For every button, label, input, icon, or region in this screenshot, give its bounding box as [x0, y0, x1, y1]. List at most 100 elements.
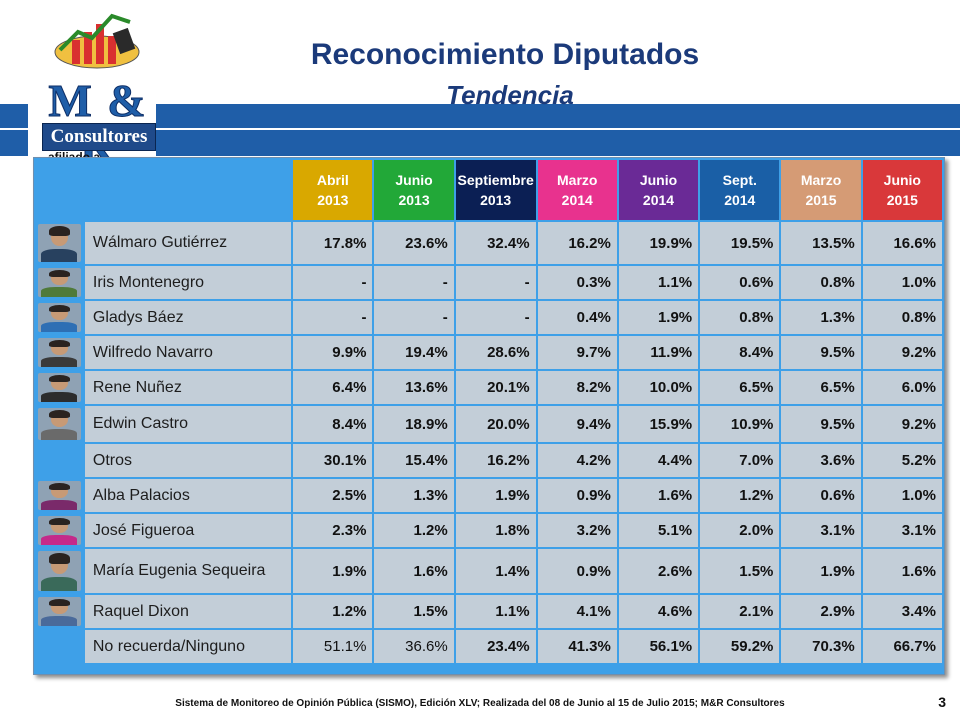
- value-cell: 16.2%: [455, 444, 536, 477]
- value-cell: 3.4%: [862, 595, 942, 628]
- column-header-year: 2015: [805, 192, 837, 208]
- column-header-month: Junio: [395, 172, 433, 188]
- column-header: Marzo 2014: [537, 160, 617, 220]
- value-cell: 4.4%: [618, 444, 699, 477]
- value-cell: 6.0%: [862, 371, 942, 404]
- value-cell: 5.1%: [618, 514, 699, 547]
- table-row: Otros 30.1% 15.4% 16.2% 4.2% 4.4% 7.0% 3.6% 5.2%: [36, 444, 942, 477]
- column-header-month: Abril: [316, 172, 349, 188]
- value-cell: 1.3%: [374, 479, 454, 512]
- table-row: Wálmaro Gutiérrez 17.8% 23.6% 32.4% 16.2% 19.…: [36, 222, 942, 264]
- column-header-year: 2013: [317, 192, 349, 208]
- results-table: Abril 2013 Junio 2013 Septiembre 2013 Marzo 201…: [34, 158, 944, 665]
- value-cell: 19.9%: [618, 222, 699, 264]
- candidate-name: Gladys Báez: [84, 301, 292, 334]
- value-cell: 2.0%: [700, 514, 780, 547]
- value-cell: 2.5%: [293, 479, 373, 512]
- candidate-name: José Figueroa: [84, 514, 292, 547]
- value-cell: 1.9%: [293, 549, 373, 593]
- value-cell: 1.0%: [862, 479, 942, 512]
- column-header: Junio 2015: [862, 160, 942, 220]
- value-cell: 1.5%: [700, 549, 780, 593]
- value-cell: 1.4%: [455, 549, 536, 593]
- column-header: Abril 2013: [293, 160, 373, 220]
- value-cell: 41.3%: [537, 630, 617, 663]
- value-cell: -: [455, 266, 536, 299]
- candidate-name: Wilfredo Navarro: [84, 336, 292, 369]
- column-header-month: Marzo: [800, 172, 842, 188]
- table-row: José Figueroa 2.3% 1.2% 1.8% 3.2% 5.1% 2.0% 3.1…: [36, 514, 942, 547]
- value-cell: 56.1%: [618, 630, 699, 663]
- page-number: 3: [938, 694, 946, 710]
- value-cell: 1.6%: [374, 549, 454, 593]
- column-header-month: Septiembre: [457, 172, 534, 188]
- avatar: [38, 303, 81, 332]
- value-cell: 1.0%: [862, 266, 942, 299]
- column-header: Septiembre 2013: [455, 160, 536, 220]
- value-cell: 1.2%: [700, 479, 780, 512]
- avatar: [38, 268, 81, 297]
- value-cell: 0.6%: [700, 266, 780, 299]
- avatar-cell: [36, 595, 83, 628]
- avatar-cell: [36, 514, 83, 547]
- value-cell: 16.6%: [862, 222, 942, 264]
- candidate-name: No recuerda/Ninguno: [84, 630, 292, 663]
- column-header-year: 2015: [886, 192, 918, 208]
- value-cell: 15.9%: [618, 406, 699, 442]
- value-cell: 3.1%: [781, 514, 861, 547]
- value-cell: 0.8%: [700, 301, 780, 334]
- avatar: [38, 373, 81, 402]
- column-header-year: 2014: [642, 192, 675, 208]
- value-cell: 36.6%: [374, 630, 454, 663]
- table-header-row: Abril 2013 Junio 2013 Septiembre 2013 Marzo 201…: [36, 160, 942, 220]
- table-row: Iris Montenegro - - -0.3% 1.1% 0.6% 0.8% 1.0%: [36, 266, 942, 299]
- table-row: María Eugenia Sequeira 1.9% 1.6% 1.4% 0.9% 2.…: [36, 549, 942, 593]
- value-cell: 0.6%: [781, 479, 861, 512]
- value-cell: 8.4%: [700, 336, 780, 369]
- value-cell: -: [293, 266, 373, 299]
- value-cell: 3.6%: [781, 444, 861, 477]
- value-cell: 2.9%: [781, 595, 861, 628]
- value-cell: 3.2%: [537, 514, 617, 547]
- value-cell: 20.1%: [455, 371, 536, 404]
- value-cell: 19.5%: [700, 222, 780, 264]
- value-cell: 11.9%: [618, 336, 699, 369]
- avatar: [38, 224, 81, 262]
- avatar-cell: [36, 371, 83, 404]
- table-row: Raquel Dixon 1.2% 1.5% 1.1% 4.1% 4.6% 2.1% 2.9%…: [36, 595, 942, 628]
- table-row: No recuerda/Ninguno 51.1% 36.6% 23.4% 41.3% 5…: [36, 630, 942, 663]
- candidate-name: Rene Nuñez: [84, 371, 292, 404]
- value-cell: 1.2%: [293, 595, 373, 628]
- candidate-name: Edwin Castro: [84, 406, 292, 442]
- column-header: Marzo 2015: [781, 160, 861, 220]
- value-cell: 5.2%: [862, 444, 942, 477]
- header-name-cell: [84, 160, 292, 220]
- avatar-cell: [36, 479, 83, 512]
- page-title: Reconocimiento Diputados: [310, 38, 700, 71]
- value-cell: 19.4%: [374, 336, 454, 369]
- table-row: Wilfredo Navarro 9.9% 19.4% 28.6% 9.7% 11.9% 8…: [36, 336, 942, 369]
- value-cell: 2.6%: [618, 549, 699, 593]
- header-band-top: [0, 104, 960, 128]
- avatar-cell: [36, 406, 83, 442]
- value-cell: 20.0%: [455, 406, 536, 442]
- value-cell: 8.2%: [537, 371, 617, 404]
- value-cell: 6.5%: [781, 371, 861, 404]
- value-cell: 17.8%: [293, 222, 373, 264]
- column-header-month: Sept.: [722, 172, 757, 188]
- value-cell: 13.5%: [781, 222, 861, 264]
- column-header: Junio 2014: [618, 160, 699, 220]
- value-cell: -: [374, 266, 454, 299]
- value-cell: 1.1%: [455, 595, 536, 628]
- table-row: Gladys Báez - - -0.4% 1.9% 0.8% 1.3% 0.8%: [36, 301, 942, 334]
- avatar: [38, 597, 81, 626]
- logo-consultores: Consultores: [42, 123, 156, 151]
- value-cell: 9.5%: [781, 406, 861, 442]
- value-cell: 23.6%: [374, 222, 454, 264]
- candidate-name: Otros: [84, 444, 292, 477]
- avatar-cell: [36, 549, 83, 593]
- candidate-name: Iris Montenegro: [84, 266, 292, 299]
- footer-note: Sistema de Monitoreo de Opinión Pública …: [175, 698, 785, 709]
- value-cell: 18.9%: [374, 406, 454, 442]
- column-header: Sept. 2014: [700, 160, 780, 220]
